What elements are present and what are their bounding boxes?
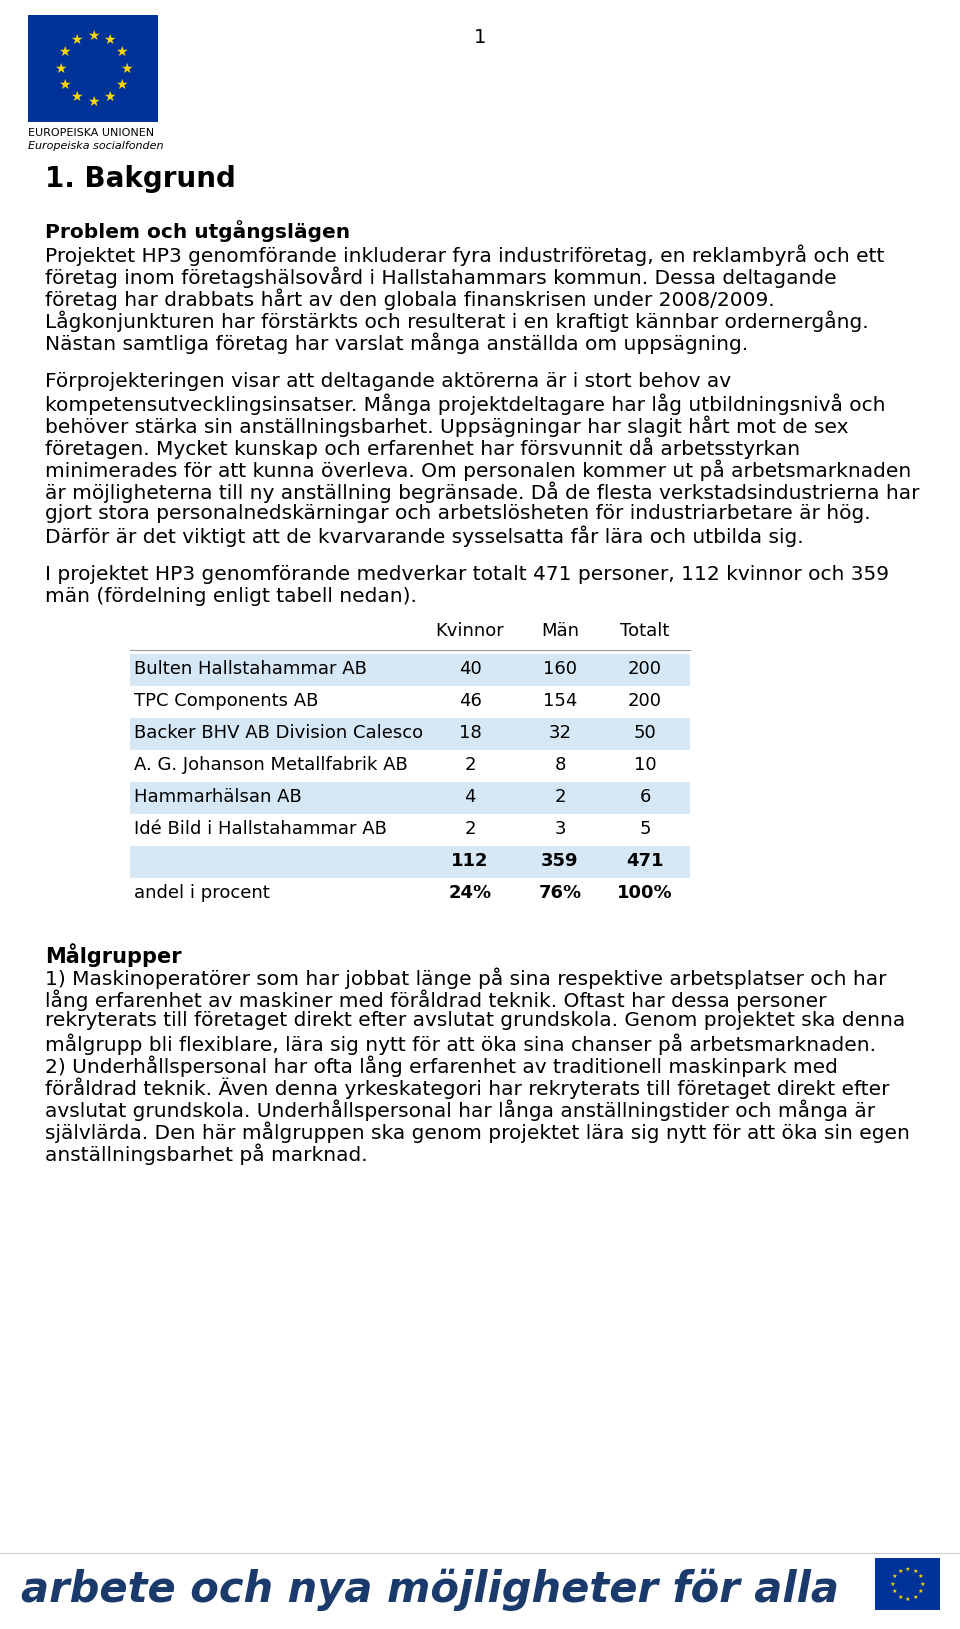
Text: 471: 471 [626,852,663,870]
FancyBboxPatch shape [130,782,690,814]
Text: ★: ★ [904,1596,910,1601]
Text: ★: ★ [920,1582,925,1587]
Text: ★: ★ [898,1595,902,1600]
Text: 18: 18 [459,725,481,743]
Text: föråldrad teknik. Även denna yrkeskategori har rekryterats till företaget direkt: föråldrad teknik. Även denna yrkeskatego… [45,1077,890,1100]
Text: 4: 4 [465,788,476,806]
Text: 24%: 24% [448,885,492,902]
Text: 3: 3 [554,821,565,839]
Text: 50: 50 [634,725,657,743]
Text: ★: ★ [898,1569,902,1574]
Text: 1) Maskinoperatörer som har jobbat länge på sina respektive arbetsplatser och ha: 1) Maskinoperatörer som har jobbat länge… [45,968,886,989]
Text: ★: ★ [86,94,99,109]
Text: ★: ★ [115,46,128,59]
Text: andel i procent: andel i procent [134,885,270,902]
Text: 1: 1 [474,28,486,47]
Text: är möjligheterna till ny anställning begränsade. Då de flesta verkstadsindustrie: är möjligheterna till ny anställning beg… [45,482,920,503]
Text: behöver stärka sin anställningsbarhet. Uppsägningar har slagit hårt mot de sex: behöver stärka sin anställningsbarhet. U… [45,415,849,437]
Text: 2: 2 [465,821,476,839]
Text: 8: 8 [554,756,565,774]
Text: TPC Components AB: TPC Components AB [134,692,319,710]
Text: A. G. Johanson Metallfabrik AB: A. G. Johanson Metallfabrik AB [134,756,408,774]
Text: 40: 40 [459,660,481,678]
Text: självlärda. Den här målgruppen ska genom projektet lära sig nytt för att öka sin: självlärda. Den här målgruppen ska genom… [45,1121,910,1144]
Text: 2) Underhållspersonal har ofta lång erfarenhet av traditionell maskinpark med: 2) Underhållspersonal har ofta lång erfa… [45,1056,838,1077]
Text: ★: ★ [918,1588,924,1595]
Text: Totalt: Totalt [620,622,670,640]
Text: 359: 359 [541,852,579,870]
Text: ★: ★ [892,1574,898,1579]
Text: arbete och nya möjligheter för alla: arbete och nya möjligheter för alla [21,1569,839,1611]
Text: Hammarhälsan AB: Hammarhälsan AB [134,788,301,806]
Text: ★: ★ [70,33,83,47]
Text: företag inom företagshälsovård i Hallstahammars kommun. Dessa deltagande: företag inom företagshälsovård i Hallsta… [45,266,836,287]
FancyBboxPatch shape [130,847,690,878]
Text: ★: ★ [912,1569,918,1574]
Text: Idé Bild i Hallstahammar AB: Idé Bild i Hallstahammar AB [134,821,387,839]
Text: 200: 200 [628,692,662,710]
Text: 154: 154 [542,692,577,710]
Text: Lågkonjunkturen har förstärkts och resulterat i en kraftigt kännbar ordernergång: Lågkonjunkturen har förstärkts och resul… [45,310,869,331]
Text: Kvinnor: Kvinnor [436,622,504,640]
Text: gjort stora personalnedskärningar och arbetslösheten för industriarbetare är hög: gjort stora personalnedskärningar och ar… [45,503,871,523]
Text: Målgrupper: Målgrupper [45,943,181,968]
Text: ★: ★ [918,1574,924,1579]
Text: ★: ★ [115,78,128,91]
Text: anställningsbarhet på marknad.: anställningsbarhet på marknad. [45,1144,368,1165]
FancyBboxPatch shape [875,1557,940,1609]
Text: ★: ★ [104,33,116,47]
Text: minimerades för att kunna överleva. Om personalen kommer ut på arbetsmarknaden: minimerades för att kunna överleva. Om p… [45,459,911,481]
Text: 100%: 100% [617,885,673,902]
Text: målgrupp bli flexiblare, lära sig nytt för att öka sina chanser på arbetsmarknad: målgrupp bli flexiblare, lära sig nytt f… [45,1033,876,1056]
Text: ★: ★ [892,1588,898,1595]
Text: Därför är det viktigt att de kvarvarande sysselsatta får lära och utbilda sig.: Därför är det viktigt att de kvarvarande… [45,526,804,547]
Text: 112: 112 [451,852,489,870]
Text: Problem och utgångslägen: Problem och utgångslägen [45,220,350,243]
Text: kompetensutvecklingsinsatser. Många projektdeltagare har låg utbildningsnivå och: kompetensutvecklingsinsatser. Många proj… [45,394,885,415]
Text: Europeiska socialfonden: Europeiska socialfonden [28,142,163,151]
Text: avslutat grundskola. Underhållspersonal har långa anställningstider och många är: avslutat grundskola. Underhållspersonal … [45,1100,876,1121]
Text: 76%: 76% [539,885,582,902]
FancyBboxPatch shape [130,718,690,751]
Text: Bulten Hallstahammar AB: Bulten Hallstahammar AB [134,660,367,678]
Text: ★: ★ [890,1582,896,1587]
Text: 2: 2 [554,788,565,806]
Text: Förprojekteringen visar att deltagande aktörerna är i stort behov av: Förprojekteringen visar att deltagande a… [45,371,732,391]
Text: ★: ★ [904,1567,910,1572]
Text: 10: 10 [634,756,657,774]
Text: EUROPEISKA UNIONEN: EUROPEISKA UNIONEN [28,129,155,138]
Text: 6: 6 [639,788,651,806]
Text: 5: 5 [639,821,651,839]
Text: Projektet HP3 genomförande inkluderar fyra industriföretag, en reklambyrå och et: Projektet HP3 genomförande inkluderar fy… [45,244,884,266]
Text: ★: ★ [59,46,71,59]
Text: Män: Män [541,622,579,640]
Text: ★: ★ [59,78,71,91]
Text: Backer BHV AB Division Calesco: Backer BHV AB Division Calesco [134,725,423,743]
FancyBboxPatch shape [130,655,690,686]
Text: ★: ★ [104,90,116,104]
Text: ★: ★ [120,62,132,75]
Text: lång erfarenhet av maskiner med föråldrad teknik. Oftast har dessa personer: lång erfarenhet av maskiner med föråldra… [45,989,827,1012]
Text: 1. Bakgrund: 1. Bakgrund [45,165,236,192]
Text: företagen. Mycket kunskap och erfarenhet har försvunnit då arbetsstyrkan: företagen. Mycket kunskap och erfarenhet… [45,438,800,459]
Text: Nästan samtliga företag har varslat många anställda om uppsägning.: Nästan samtliga företag har varslat mång… [45,332,748,353]
Text: rekryterats till företaget direkt efter avslutat grundskola. Genom projektet ska: rekryterats till företaget direkt efter … [45,1012,905,1031]
Text: män (fördelning enligt tabell nedan).: män (fördelning enligt tabell nedan). [45,586,417,606]
Text: ★: ★ [54,62,66,75]
Text: ★: ★ [70,90,83,104]
Text: I projektet HP3 genomförande medverkar totalt 471 personer, 112 kvinnor och 359: I projektet HP3 genomförande medverkar t… [45,565,889,585]
Text: 32: 32 [548,725,571,743]
Text: 200: 200 [628,660,662,678]
FancyBboxPatch shape [28,15,158,122]
Text: 160: 160 [543,660,577,678]
Text: 46: 46 [459,692,481,710]
Text: 2: 2 [465,756,476,774]
Text: företag har drabbats hårt av den globala finanskrisen under 2008/2009.: företag har drabbats hårt av den globala… [45,288,775,310]
Text: ★: ★ [912,1595,918,1600]
Text: ★: ★ [86,28,99,42]
